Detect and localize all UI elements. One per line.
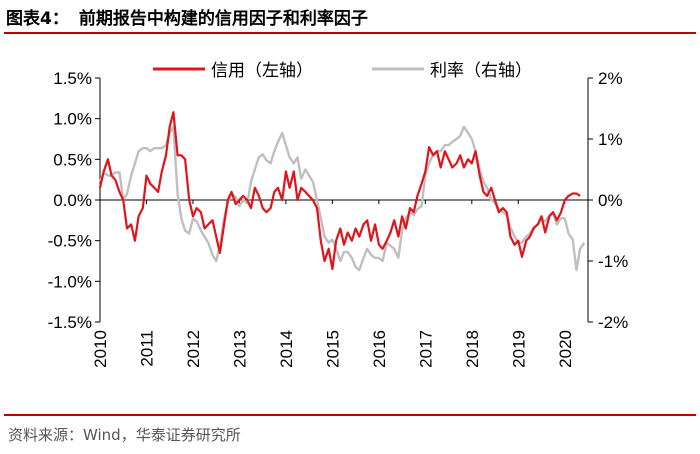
x-tick-label: 2017 [416, 330, 435, 368]
series-layer [98, 111, 586, 272]
source-note: 资料来源：Wind，华泰证券研究所 [8, 426, 241, 444]
left-tick-label: -1.0% [48, 272, 92, 291]
left-tick-label: 1.5% [53, 69, 92, 88]
x-tick-label: 2018 [463, 330, 482, 368]
x-tick-label: 2016 [370, 330, 389, 368]
left-tick-label: 0.0% [53, 191, 92, 210]
figure-number: 图表4： [6, 9, 69, 29]
figure-title: 图表4： 前期报告中构建的信用因子和利率因子 [6, 4, 368, 29]
legend-credit-label: 信用（左轴） [211, 61, 313, 80]
left-tick-label: -1.5% [48, 313, 92, 332]
x-tick-label: 2014 [277, 330, 296, 368]
chart-legend: 信用（左轴） 利率（右轴） [153, 61, 532, 80]
left-tick-label: -0.5% [48, 232, 92, 251]
legend-rate-label: 利率（右轴） [430, 61, 532, 80]
x-tick-label: 2019 [509, 330, 528, 368]
rate-series-line [98, 125, 586, 272]
right-axis: -2% -1% 0% 1% 2% [587, 69, 628, 332]
figure-title-text: 前期报告中构建的信用因子和利率因子 [78, 9, 368, 29]
x-axis: 2010 2011 2012 2013 2014 2015 2016 2017 2018 2019… [91, 199, 588, 368]
left-tick-label: 0.5% [53, 150, 92, 169]
right-tick-label: 0% [598, 191, 623, 210]
footer-divider [4, 414, 696, 416]
x-tick-label: 2020 [556, 330, 575, 368]
title-divider [4, 32, 696, 34]
credit-series-line [98, 111, 581, 271]
x-tick-label: 2011 [137, 330, 156, 367]
right-tick-label: -1% [598, 252, 628, 271]
left-tick-label: 1.0% [53, 110, 92, 129]
x-tick-label: 2010 [91, 330, 110, 368]
right-tick-label: 1% [598, 130, 623, 149]
left-axis: -1.5% -1.0% -0.5% 0.0% 0.5% 1.0% 1.5% [48, 69, 101, 332]
right-tick-label: -2% [598, 313, 628, 332]
right-tick-label: 2% [598, 69, 623, 88]
x-tick-label: 2012 [184, 330, 203, 368]
line-chart: -1.5% -1.0% -0.5% 0.0% 0.5% 1.0% 1.5% -2% -1% 0%… [48, 61, 629, 368]
x-tick-label: 2015 [323, 330, 342, 368]
x-tick-label: 2013 [230, 330, 249, 368]
